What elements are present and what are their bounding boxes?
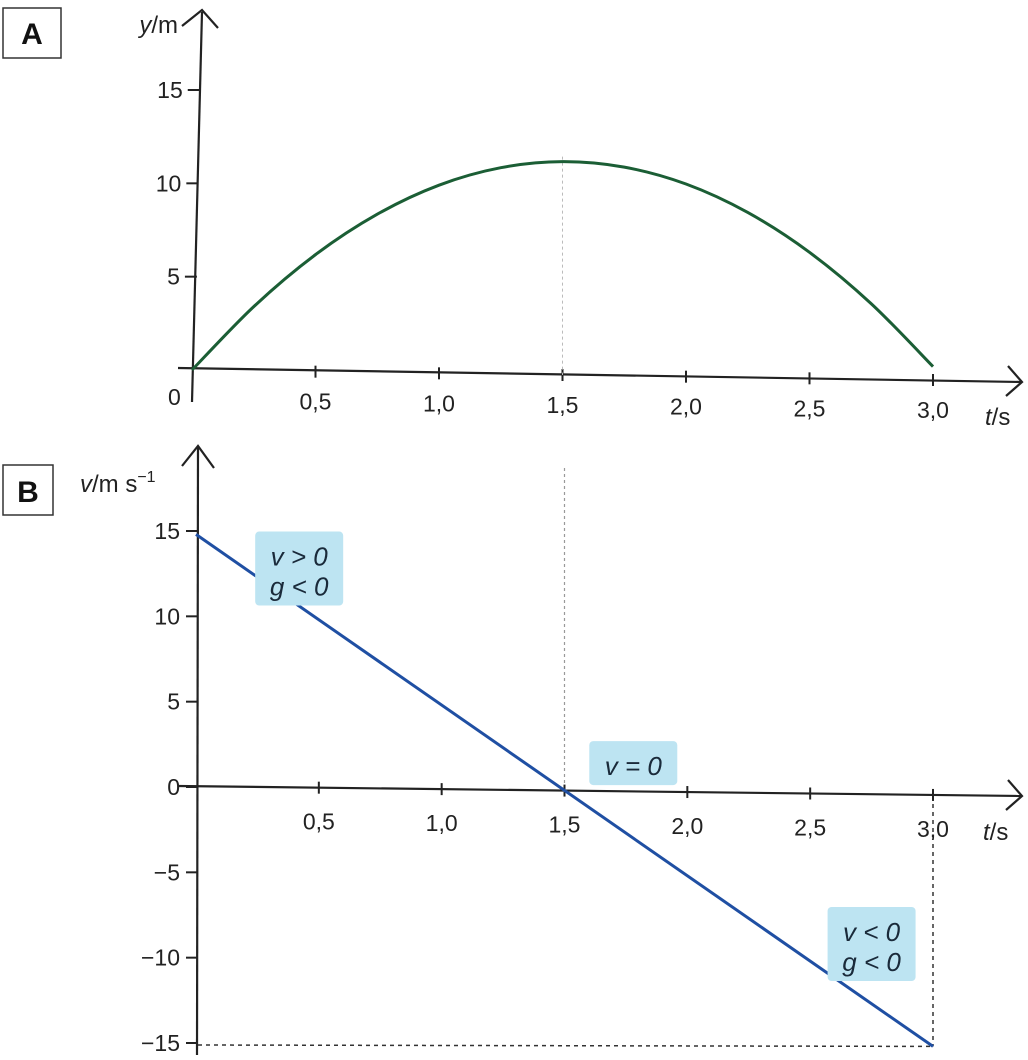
panel-a-letter: A bbox=[21, 18, 43, 51]
panel-a-origin-label: 0 bbox=[168, 384, 181, 410]
panel-b-annotation-box: v < 0g < 0 bbox=[827, 907, 916, 982]
panel-b-chart: B v/m s−1 t/s 0,5 1,0 1,5 2,0 2,5 3,0 15 10 5 0 −… bbox=[2, 444, 1024, 1056]
panel-b-letter: B bbox=[17, 476, 39, 509]
panel-b-x-tick-label: 0,5 bbox=[303, 809, 335, 835]
annotation-text: g < 0 bbox=[842, 947, 901, 977]
panel-b-annotation-box: v > 0g < 0 bbox=[255, 531, 344, 606]
panel-a-x-tick-label: 1,5 bbox=[547, 392, 579, 418]
panel-b-x-ticks: 0,5 1,0 1,5 2,0 2,5 3,0 bbox=[303, 781, 949, 842]
panel-b-y-tick-label: 15 bbox=[154, 518, 180, 544]
panel-b-y-tick-label: −10 bbox=[141, 945, 180, 971]
panel-a-x-tick-label: 1,0 bbox=[423, 390, 455, 416]
panel-a-position-curve bbox=[190, 160, 935, 372]
panel-b-y-arrowhead bbox=[181, 444, 215, 469]
panel-a-chart: A y/m t/s 0 0,5 1,0 1,5 2,0 2,5 3,0 5 10 15 bbox=[2, 7, 1024, 431]
panel-b-x-tick-label: 1,0 bbox=[426, 810, 458, 836]
panel-b-y-tick-label: 0 bbox=[167, 774, 180, 800]
panel-b-guide-lines bbox=[197, 468, 934, 1048]
panel-a-x-tick-label: 2,0 bbox=[670, 394, 702, 420]
panel-b-x-tick-label: 2,0 bbox=[671, 813, 703, 839]
panel-b-y-axis-label: v/m s−1 bbox=[80, 469, 156, 498]
panel-b-y-tick-label: 5 bbox=[167, 689, 180, 715]
panel-b-annotations: v > 0g < 0v = 0v < 0g < 0 bbox=[255, 531, 916, 982]
panel-b-y-tick-label: −15 bbox=[141, 1030, 180, 1056]
panel-b-x-axis bbox=[177, 784, 1023, 798]
panel-a-x-tick-label: 3,0 bbox=[917, 397, 949, 423]
panel-b-y-tick-label: −5 bbox=[154, 859, 180, 885]
annotation-background bbox=[255, 531, 344, 606]
panel-b-x-axis-label: t/s bbox=[983, 819, 1008, 846]
annotation-background bbox=[827, 907, 916, 982]
panel-a-x-axis-label: t/s bbox=[985, 404, 1010, 431]
panel-a-y-tick-label: 10 bbox=[156, 170, 182, 196]
panel-b-x-tick-label: 2,5 bbox=[794, 814, 826, 840]
panel-a-letter-box bbox=[2, 7, 62, 59]
panel-a-y-axis-label: y/m bbox=[137, 12, 178, 39]
panel-a-y-arrowhead bbox=[181, 8, 219, 29]
panel-a-y-tick-label: 5 bbox=[167, 264, 180, 290]
panel-b-annotation-box: v = 0 bbox=[589, 741, 678, 786]
panel-a-y-axis bbox=[190, 11, 204, 403]
annotation-text: g < 0 bbox=[270, 572, 329, 602]
annotation-text: v = 0 bbox=[605, 751, 663, 781]
panel-a-y-ticks: 5 10 15 bbox=[156, 77, 200, 290]
annotation-text: v > 0 bbox=[271, 542, 329, 572]
panel-b-velocity-line bbox=[195, 533, 934, 1048]
panel-b-x-arrowhead bbox=[1005, 779, 1024, 811]
panel-a-y-tick-label: 15 bbox=[157, 77, 183, 103]
panel-b-y-tick-label: 10 bbox=[154, 603, 180, 629]
panel-b-y-ticks: 15 10 5 0 −5 −10 −15 bbox=[141, 518, 198, 1056]
panel-a-x-ticks: 0,5 1,0 1,5 2,0 2,5 3,0 bbox=[300, 365, 949, 423]
panel-a-x-tick-label: 2,5 bbox=[794, 395, 826, 421]
panel-a-x-arrowhead bbox=[1005, 365, 1024, 397]
panel-b-x-tick-label: 1,5 bbox=[549, 812, 581, 838]
panel-b-y-axis bbox=[195, 445, 200, 1056]
annotation-text: v < 0 bbox=[843, 917, 901, 947]
panel-a-x-axis bbox=[177, 366, 1023, 384]
panel-b-letter-box bbox=[2, 464, 54, 516]
panel-b-guide-line bbox=[197, 1044, 934, 1048]
panel-a-x-tick-label: 0,5 bbox=[300, 389, 332, 415]
annotation-background bbox=[589, 741, 678, 786]
panel-b-x-tick-label: 3,0 bbox=[917, 816, 949, 842]
